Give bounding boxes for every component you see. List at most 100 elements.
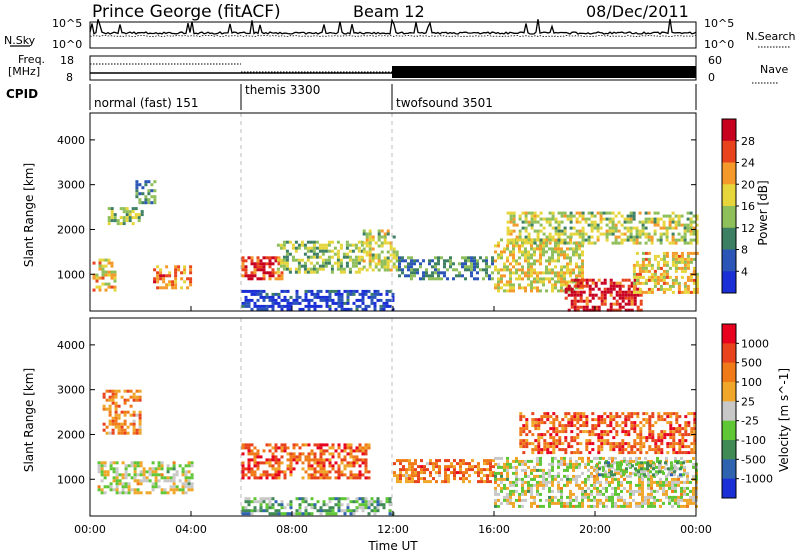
echo-cell <box>684 433 688 437</box>
echo-cell <box>683 504 686 508</box>
echo-cell <box>157 461 161 465</box>
echo-cell <box>184 473 188 477</box>
echo-cell <box>488 265 491 269</box>
echo-cell <box>567 442 571 446</box>
echo-cell <box>549 442 553 446</box>
echo-cell <box>605 498 608 502</box>
echo-cell <box>244 512 248 516</box>
echo-cell <box>587 459 590 463</box>
echo-cell <box>645 412 649 416</box>
echo-cell <box>608 465 611 469</box>
echo-cell <box>109 488 113 492</box>
echo-cell <box>377 262 381 266</box>
echo-cell <box>437 262 440 266</box>
echo-cell <box>364 443 368 447</box>
echo-cell <box>536 220 540 224</box>
echo-cell <box>524 489 527 493</box>
echo-cell <box>677 223 681 227</box>
echo-cell <box>680 495 683 499</box>
echo-cell <box>348 249 352 253</box>
echo-cell <box>295 458 299 462</box>
echo-cell <box>486 480 489 484</box>
echo-cell <box>262 500 266 504</box>
echo-cell <box>659 278 663 282</box>
echo-cell <box>641 229 645 233</box>
echo-cell <box>666 442 670 446</box>
echo-cell <box>101 273 105 277</box>
echo-cell <box>642 436 646 440</box>
echo-cell <box>279 243 283 247</box>
echo-cell <box>172 485 176 489</box>
echo-cell <box>145 479 149 483</box>
echo-cell <box>120 410 124 414</box>
echo-cell <box>328 506 332 510</box>
echo-cell <box>695 284 699 288</box>
echo-cell <box>686 287 690 291</box>
echo-cell <box>645 451 649 455</box>
echo-cell <box>319 446 323 450</box>
echo-cell <box>662 281 666 285</box>
echo-cell <box>539 262 542 266</box>
echo-cell <box>417 465 420 469</box>
colorbar-swatch <box>722 206 736 229</box>
echo-cell <box>183 280 187 284</box>
echo-cell <box>674 254 678 258</box>
echo-cell <box>585 284 589 288</box>
echo-cell <box>573 302 577 306</box>
echo-cell <box>671 232 675 236</box>
echo-cell <box>536 289 539 293</box>
echo-cell <box>181 470 185 474</box>
echo-cell <box>100 470 104 474</box>
echo-cell <box>241 268 245 272</box>
echo-cell <box>587 462 590 466</box>
echo-cell <box>322 470 326 474</box>
echo-cell <box>575 265 578 269</box>
echo-cell <box>306 255 310 259</box>
echo-cell <box>629 492 632 496</box>
echo-cell <box>515 465 518 469</box>
echo-cell <box>491 262 494 266</box>
echo-cell <box>309 261 313 265</box>
echo-cell <box>593 465 596 469</box>
echo-cell <box>554 220 558 224</box>
echo-cell <box>598 461 601 465</box>
echo-cell <box>647 504 650 508</box>
echo-cell <box>128 219 132 223</box>
echo-cell <box>612 448 616 452</box>
echo-cell <box>512 483 515 487</box>
echo-cell <box>659 241 663 245</box>
echo-cell <box>519 430 523 434</box>
echo-cell <box>674 238 678 242</box>
echo-cell <box>614 456 617 460</box>
echo-cell <box>361 509 365 513</box>
echo-cell <box>101 282 105 286</box>
echo-cell <box>659 272 663 276</box>
echo-cell <box>626 217 630 221</box>
echo-cell <box>677 214 681 218</box>
echo-cell <box>313 473 317 477</box>
echo-cell <box>612 284 616 288</box>
echo-cell <box>551 498 554 502</box>
echo-cell <box>627 430 631 434</box>
echo-cell <box>518 495 521 499</box>
echo-cell <box>611 229 615 233</box>
echo-cell <box>620 232 624 236</box>
echo-cell <box>247 452 251 456</box>
echo-cell <box>533 250 536 254</box>
echo-cell <box>632 287 636 291</box>
echo-cell <box>357 249 361 253</box>
echo-cell <box>618 284 622 288</box>
echo-cell <box>253 461 257 465</box>
echo-cell <box>647 251 651 255</box>
echo-cell <box>648 433 652 437</box>
echo-cell <box>582 424 586 428</box>
echo-cell <box>542 483 545 487</box>
echo-cell <box>253 458 257 462</box>
echo-cell <box>492 465 495 469</box>
colorbar-swatch <box>722 343 736 363</box>
echo-cell <box>603 430 607 434</box>
echo-cell <box>310 467 314 471</box>
echo-cell <box>340 449 344 453</box>
echo-cell <box>345 243 349 247</box>
echo-cell <box>253 497 257 501</box>
